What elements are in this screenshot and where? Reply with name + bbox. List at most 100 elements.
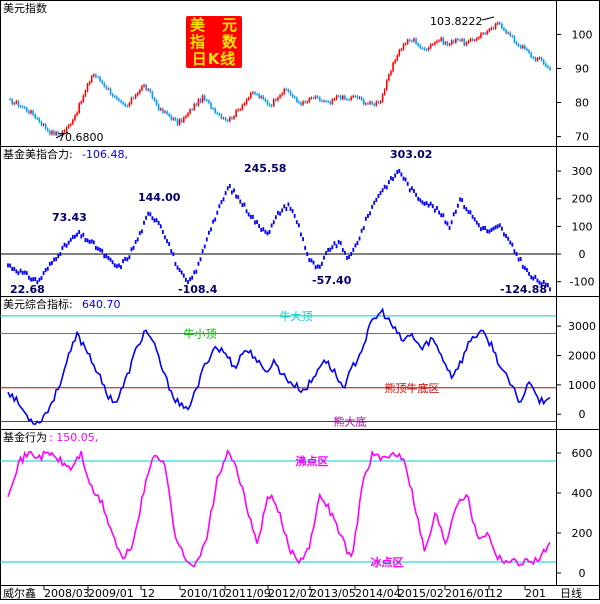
fund-point	[448, 225, 451, 230]
candle-body	[350, 97, 352, 100]
candle-body	[162, 108, 164, 113]
fund-point	[109, 257, 112, 262]
candle-body	[465, 42, 468, 46]
candle-body	[191, 109, 193, 111]
y-tick-label-0-0: 100	[572, 28, 593, 41]
fund-point	[302, 237, 304, 242]
fund-point	[444, 220, 447, 225]
fund-point	[350, 252, 353, 257]
fund-point	[438, 210, 440, 215]
y-tick-label-2-3: 0	[579, 408, 586, 421]
fund-point	[427, 203, 430, 208]
candle-body	[231, 117, 233, 119]
fund-point	[540, 282, 543, 287]
fund-point	[141, 229, 143, 234]
candle-body	[329, 101, 332, 104]
candle-body	[95, 74, 97, 77]
fund-point	[55, 257, 58, 262]
candle-body	[212, 108, 214, 110]
candle-body	[316, 96, 319, 98]
fund-point	[461, 198, 464, 203]
fund-point	[440, 213, 443, 218]
fund-point	[308, 258, 311, 263]
fund-point	[220, 200, 223, 205]
fund-point	[149, 212, 152, 217]
candle-body	[421, 47, 424, 49]
fund-point	[436, 205, 438, 210]
candle-body	[406, 39, 409, 44]
candle-body	[511, 35, 514, 37]
fund-point	[145, 215, 148, 220]
candle-body	[283, 89, 286, 94]
fund-point	[19, 268, 22, 273]
candle-body	[385, 80, 388, 90]
fund-point	[402, 176, 405, 181]
candle-body	[425, 49, 428, 51]
candle-body	[256, 94, 258, 95]
candle-body	[312, 97, 315, 99]
candle-body	[262, 96, 265, 99]
candle-body	[155, 100, 158, 105]
fund-point	[337, 239, 340, 244]
candle-body	[260, 96, 263, 98]
candle-body	[515, 42, 518, 45]
fund-point	[128, 255, 131, 260]
fund-point	[118, 263, 120, 268]
candle-body	[335, 95, 338, 99]
candle-body	[281, 93, 283, 96]
fund-point	[471, 214, 474, 219]
fund-point	[356, 240, 359, 245]
fund-point	[364, 216, 367, 221]
candle-body	[496, 22, 499, 24]
fund-point	[293, 213, 296, 218]
candle-body	[53, 131, 55, 135]
fund-point	[379, 191, 382, 196]
fund-point	[268, 229, 271, 234]
fund-point	[7, 263, 9, 268]
candle-body	[388, 74, 390, 81]
candle-body	[455, 39, 457, 43]
fund-point	[310, 258, 313, 263]
fund-point	[459, 197, 461, 202]
fund-point	[13, 267, 16, 272]
candle-body	[362, 99, 365, 105]
fund-point	[339, 241, 342, 246]
candle-body	[153, 98, 156, 101]
candle-body	[101, 80, 103, 84]
panel-value-1: -106.48,	[82, 148, 128, 161]
candle-body	[92, 74, 95, 77]
fund-point	[421, 200, 424, 205]
fund-point	[264, 229, 267, 234]
candle-body	[201, 95, 204, 103]
fund-point	[86, 238, 89, 243]
fund-point	[429, 201, 432, 206]
candle-body	[400, 49, 403, 51]
candle-body	[147, 89, 150, 91]
fund-point	[115, 264, 118, 269]
candle-body	[199, 99, 202, 103]
candle-body	[501, 23, 503, 29]
fund-point	[69, 237, 72, 242]
candle-body	[49, 130, 51, 135]
candle-body	[427, 47, 430, 50]
fund-point	[251, 214, 254, 219]
fund-point	[526, 268, 528, 273]
candle-body	[375, 101, 378, 106]
fund-point	[210, 227, 212, 232]
candle-body	[220, 114, 223, 119]
fund-point	[233, 188, 235, 193]
fund-point	[354, 243, 357, 248]
candle-body	[396, 55, 399, 61]
candle-body	[249, 93, 252, 98]
fund-point	[377, 194, 380, 199]
fund-point	[266, 231, 269, 236]
fund-point	[67, 240, 70, 245]
y-tick-label-2-1: 2000	[568, 349, 596, 362]
candle-body	[193, 104, 196, 110]
candle-body	[484, 33, 486, 35]
candle-body	[189, 109, 191, 114]
fund-point	[490, 227, 493, 232]
candle-body	[268, 104, 271, 106]
candle-body	[304, 101, 306, 103]
fund-point	[289, 206, 292, 211]
